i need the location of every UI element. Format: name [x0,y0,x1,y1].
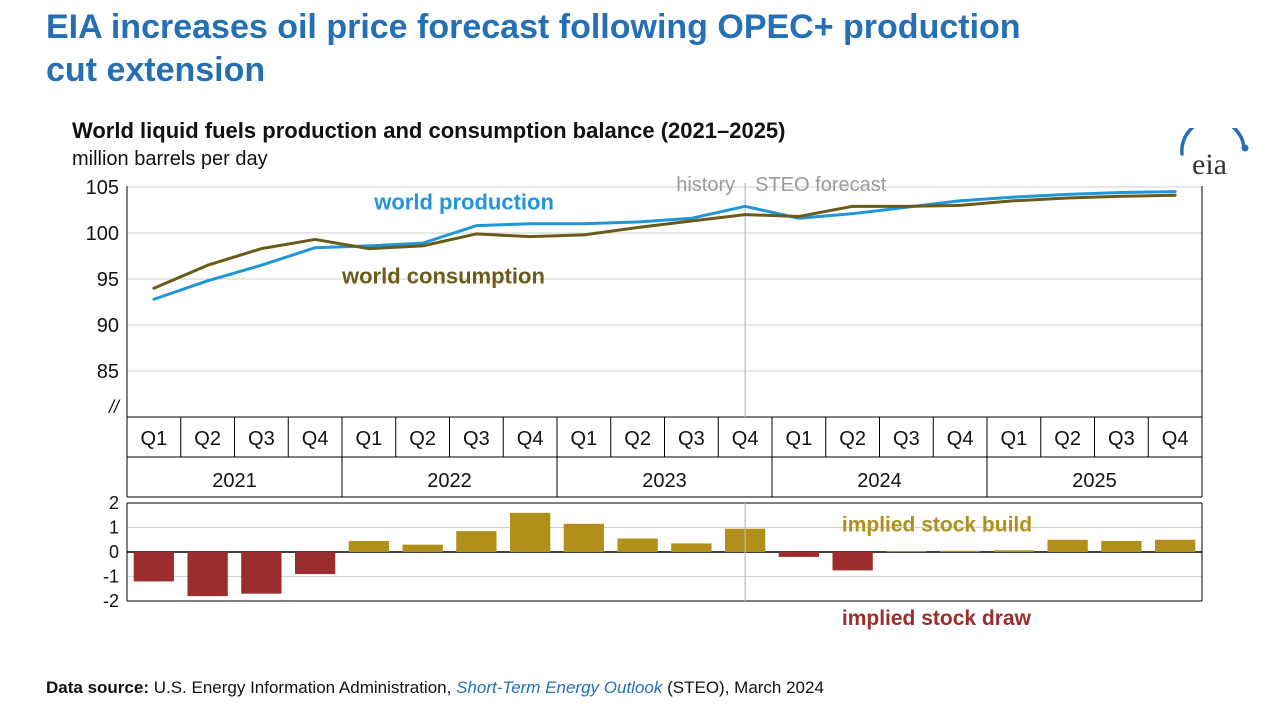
svg-text:Q4: Q4 [947,428,974,450]
svg-text:Q2: Q2 [194,428,221,450]
svg-text:history: history [676,174,735,196]
svg-text:world production: world production [373,189,554,214]
svg-text:Q3: Q3 [248,428,275,450]
svg-text:2021: 2021 [212,470,257,492]
combo-chart: 85 90 95 100 105 // Q1 Q2 Q3 Q4 Q1 Q2 Q3 Q4 Q1 Q2 Q3 Q4 Q1… [72,171,1222,671]
svg-text:Q4: Q4 [732,428,759,450]
svg-text:Q4: Q4 [1162,428,1189,450]
svg-text:2022: 2022 [427,470,472,492]
svg-text:Q2: Q2 [1054,428,1081,450]
svg-text:-2: -2 [103,591,119,611]
svg-text:95: 95 [97,269,119,291]
data-source: Data source: U.S. Energy Information Adm… [46,678,824,698]
svg-text:world consumption: world consumption [341,264,545,289]
svg-text:Q1: Q1 [571,428,598,450]
chart-subtitle: million barrels per day [72,148,1222,171]
svg-text:-1: -1 [103,567,119,587]
svg-text:1: 1 [109,518,119,538]
svg-text:Q3: Q3 [1108,428,1135,450]
svg-text:2025: 2025 [1072,470,1117,492]
page-headline: EIA increases oil price forecast followi… [0,0,1100,91]
svg-text:2024: 2024 [857,470,902,492]
svg-text:Q2: Q2 [409,428,436,450]
svg-text:0: 0 [109,542,119,562]
svg-text:STEO forecast: STEO forecast [755,174,887,196]
svg-text:Q3: Q3 [463,428,490,450]
svg-text:85: 85 [97,361,119,383]
svg-text:Q1: Q1 [356,428,383,450]
svg-text:implied stock draw: implied stock draw [842,607,1032,630]
svg-text:Q4: Q4 [302,428,329,450]
svg-text:Q3: Q3 [678,428,705,450]
svg-text:2: 2 [109,493,119,513]
svg-text:Q2: Q2 [839,428,866,450]
chart-container: World liquid fuels production and consum… [72,118,1222,671]
svg-text:100: 100 [86,223,119,245]
svg-text:90: 90 [97,315,119,337]
svg-text:Q1: Q1 [786,428,813,450]
svg-text:Q3: Q3 [893,428,920,450]
svg-text:2023: 2023 [642,470,687,492]
svg-text:Q1: Q1 [1001,428,1028,450]
svg-text:Q2: Q2 [624,428,651,450]
svg-text:implied stock build: implied stock build [842,514,1032,537]
svg-text:105: 105 [86,177,119,199]
chart-title: World liquid fuels production and consum… [72,118,1222,144]
svg-text://: // [107,397,121,417]
svg-text:Q1: Q1 [141,428,168,450]
svg-text:Q4: Q4 [517,428,544,450]
